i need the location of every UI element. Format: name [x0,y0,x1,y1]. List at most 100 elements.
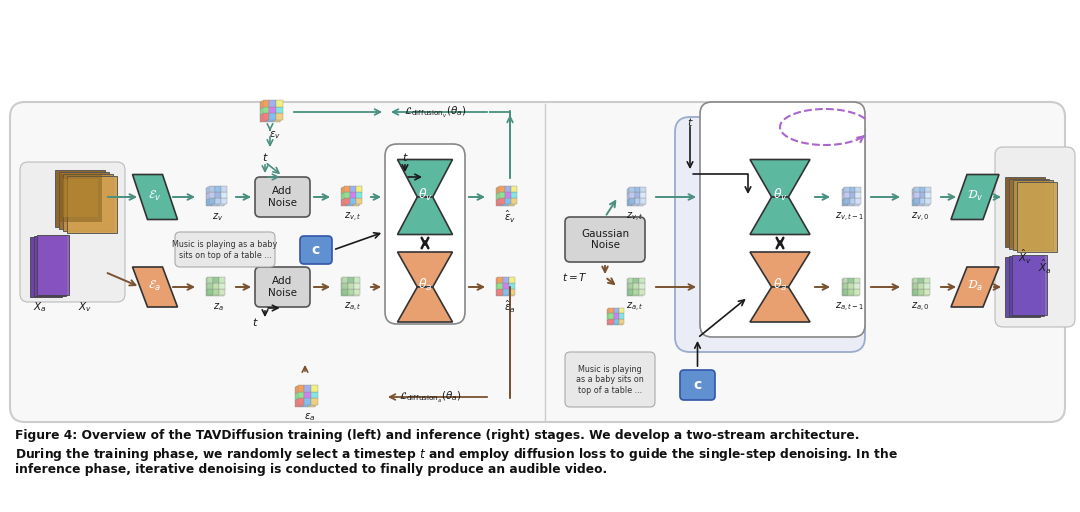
Bar [219,277,226,283]
Bar [917,200,922,205]
Text: $z_{v,t-1}$: $z_{v,t-1}$ [835,210,865,224]
Bar [208,192,215,198]
Bar [922,279,929,284]
Bar [640,198,646,203]
Bar [218,290,224,296]
Bar [510,289,515,295]
Bar [496,200,502,206]
Text: $z_a$: $z_a$ [213,301,224,313]
Bar [504,198,511,204]
Bar [219,289,226,295]
Bar [269,106,275,113]
Bar [296,386,303,393]
Bar [218,278,224,284]
Text: $\mathcal{E}_v$: $\mathcal{E}_v$ [148,189,162,203]
Bar [296,393,303,399]
Bar [608,318,613,324]
Bar [638,284,644,290]
Bar [503,187,510,193]
Polygon shape [63,174,113,231]
Text: inference phase, iterative denoising is conducted to finally produce an audible : inference phase, iterative denoising is … [15,463,607,476]
Bar [275,100,283,106]
Bar [918,199,924,204]
Bar [295,400,301,407]
FancyBboxPatch shape [680,370,715,400]
Bar [847,290,853,295]
Bar [854,289,860,294]
Bar [349,199,354,205]
Text: c: c [693,378,702,392]
Bar [847,279,853,284]
Polygon shape [750,160,810,197]
Bar [640,192,646,198]
Bar [922,188,929,194]
Bar [626,279,632,284]
Bar [262,100,269,106]
Bar [349,283,354,289]
Bar [855,192,861,198]
Bar [353,290,359,296]
FancyBboxPatch shape [995,147,1075,327]
Bar [267,109,273,115]
Bar [511,192,516,198]
Bar [349,289,354,295]
Bar [497,283,503,289]
Bar [912,279,917,284]
Text: $X_v$: $X_v$ [78,300,92,314]
Bar [635,198,640,203]
Bar [853,200,859,205]
Bar [260,115,267,122]
Bar [632,200,638,205]
Bar [311,392,318,398]
Bar [273,109,280,115]
Bar [354,283,361,289]
Text: $t=T$: $t=T$ [562,271,588,283]
Bar [218,194,224,200]
Bar [632,284,638,290]
Bar [268,108,274,114]
Bar [626,194,632,200]
Bar [342,277,349,283]
Bar [342,199,349,205]
Bar [510,277,515,283]
Bar [355,198,362,204]
Bar [613,318,619,324]
Text: $\hat{\epsilon}_v$: $\hat{\epsilon}_v$ [504,209,516,225]
Bar [503,199,510,205]
Bar [343,198,350,204]
Bar [349,277,354,283]
Bar [914,186,920,192]
Bar [261,108,268,114]
Bar [926,186,931,192]
Bar [310,386,316,393]
Bar [849,193,854,199]
Bar [634,283,639,289]
Polygon shape [133,267,177,307]
Bar [853,290,859,295]
Bar [215,186,220,192]
Bar [497,277,503,283]
Bar [214,283,219,289]
Bar [219,199,226,205]
Bar [274,114,281,121]
Bar [508,290,514,296]
Text: $\mathcal{L}_{\mathrm{diffusion}_a}(\theta_a)$: $\mathcal{L}_{\mathrm{diffusion}_a}(\the… [399,390,461,404]
Bar [341,200,347,206]
Bar [607,319,612,325]
Bar [917,194,922,200]
Bar [354,187,361,193]
Bar [842,289,849,294]
Text: $\theta_v$: $\theta_v$ [418,187,432,203]
Bar [59,174,102,222]
Bar [926,198,931,203]
Bar [854,193,860,199]
Bar [212,284,218,290]
Bar [912,200,917,205]
Bar [219,283,226,289]
Bar [618,314,623,319]
Bar [347,200,353,206]
Text: $\hat{\epsilon}_a$: $\hat{\epsilon}_a$ [504,299,516,315]
Bar [511,186,516,192]
Bar [917,188,922,194]
Bar [497,199,503,205]
